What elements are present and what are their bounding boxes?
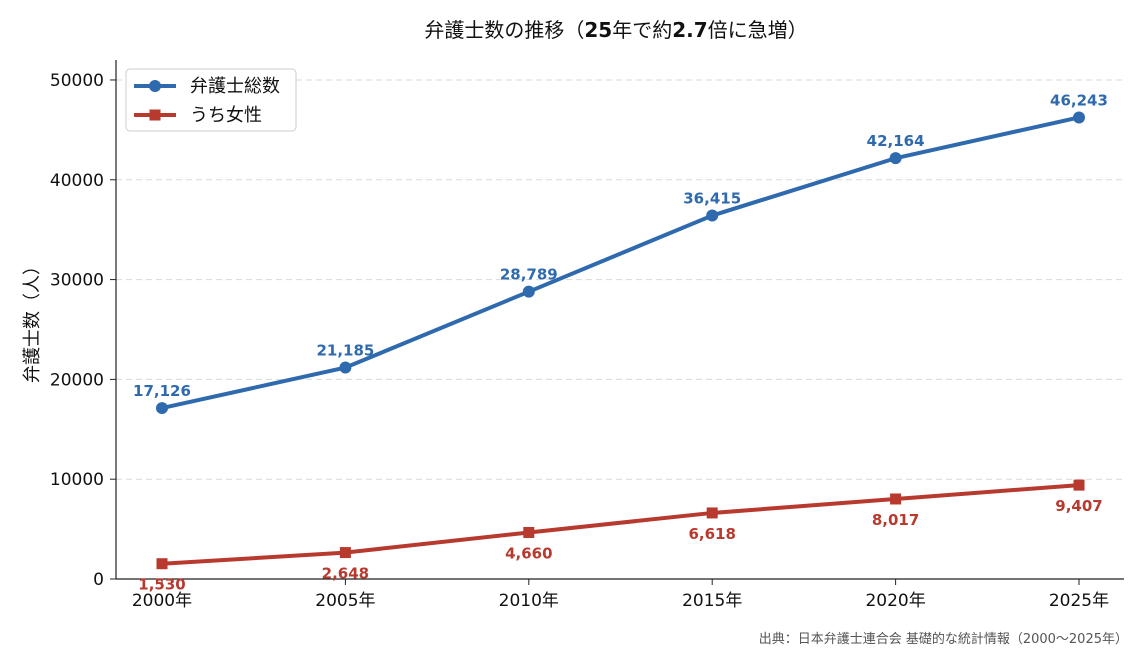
y-tick-label: 40000 bbox=[50, 171, 104, 191]
data-point bbox=[339, 361, 352, 374]
chart-title-part: 弁護士数の推移（ bbox=[424, 18, 584, 42]
data-point bbox=[889, 152, 902, 165]
data-label: 2,648 bbox=[322, 565, 369, 583]
legend-label: うち女性 bbox=[190, 105, 262, 126]
series-female: 1,530 2,648 4,660 6,618 8,017 9,407 bbox=[138, 479, 1103, 594]
data-label: 46,243 bbox=[1050, 91, 1108, 109]
series-line bbox=[160, 483, 1081, 566]
legend-item: うち女性 bbox=[134, 105, 262, 126]
data-point bbox=[523, 526, 535, 538]
axes bbox=[115, 60, 1124, 580]
y-tick-label: 10000 bbox=[50, 470, 104, 490]
data-label: 17,126 bbox=[133, 382, 191, 400]
data-point bbox=[156, 558, 168, 570]
y-tick-label: 50000 bbox=[50, 71, 104, 91]
y-tick-label: 30000 bbox=[50, 271, 104, 291]
data-point bbox=[522, 285, 535, 298]
data-label: 42,164 bbox=[867, 132, 925, 150]
x-tick-label: 2015年 bbox=[682, 591, 742, 611]
data-point bbox=[1073, 111, 1085, 124]
y-tick-label: 0 bbox=[93, 570, 104, 590]
data-point bbox=[706, 209, 719, 222]
series-line bbox=[160, 115, 1081, 411]
series-layer: 17,126 21,185 28,789 36,415 42,164 46,243 1,53… bbox=[133, 91, 1108, 593]
legend-label: 弁護士総数 bbox=[190, 76, 280, 97]
x-tick-label: 2005年 bbox=[315, 591, 375, 611]
data-label: 21,185 bbox=[316, 342, 374, 360]
x-axis-ticks: 2000年 2005年 2010年 2015年 2020年 2025年 bbox=[132, 579, 1109, 611]
x-tick-label: 2025年 bbox=[1049, 591, 1109, 611]
chart-title: 弁護士数の推移（25年で約2.7倍に急増） bbox=[424, 18, 807, 42]
data-point bbox=[156, 402, 168, 415]
data-point bbox=[339, 547, 351, 559]
data-label: 8,017 bbox=[872, 511, 919, 529]
data-point bbox=[1073, 479, 1085, 491]
x-tick-label: 2010年 bbox=[499, 591, 559, 611]
chart-title-part: 2.7 bbox=[672, 18, 707, 42]
source-note: 出典：日本弁護士連合会 基礎的な統計情報（2000〜2025年） bbox=[759, 631, 1128, 647]
series-total: 17,126 21,185 28,789 36,415 42,164 46,243 bbox=[133, 91, 1108, 415]
data-label: 6,618 bbox=[688, 525, 735, 543]
legend-marker bbox=[149, 109, 161, 121]
data-label: 4,660 bbox=[505, 544, 552, 562]
legend-marker bbox=[149, 80, 161, 92]
data-point bbox=[706, 507, 718, 519]
y-axis-label: 弁護士数（人） bbox=[22, 257, 43, 383]
data-label: 28,789 bbox=[500, 266, 558, 284]
chart-title-part: 25 bbox=[584, 18, 612, 42]
data-label: 1,530 bbox=[138, 576, 185, 594]
data-label: 36,415 bbox=[683, 190, 741, 208]
chart-title-part: 倍に急増） bbox=[708, 18, 808, 42]
data-label: 9,407 bbox=[1055, 497, 1102, 515]
x-tick-label: 2000年 bbox=[132, 591, 192, 611]
data-point bbox=[890, 493, 902, 505]
chart-title-part: 年で約 bbox=[612, 18, 672, 42]
gridlines bbox=[116, 79, 1124, 480]
y-tick-label: 20000 bbox=[50, 370, 104, 390]
y-axis-ticks: 0 10000 20000 30000 40000 50000 bbox=[50, 71, 116, 590]
legend-item: 弁護士総数 bbox=[134, 76, 280, 97]
x-tick-label: 2020年 bbox=[865, 591, 925, 611]
